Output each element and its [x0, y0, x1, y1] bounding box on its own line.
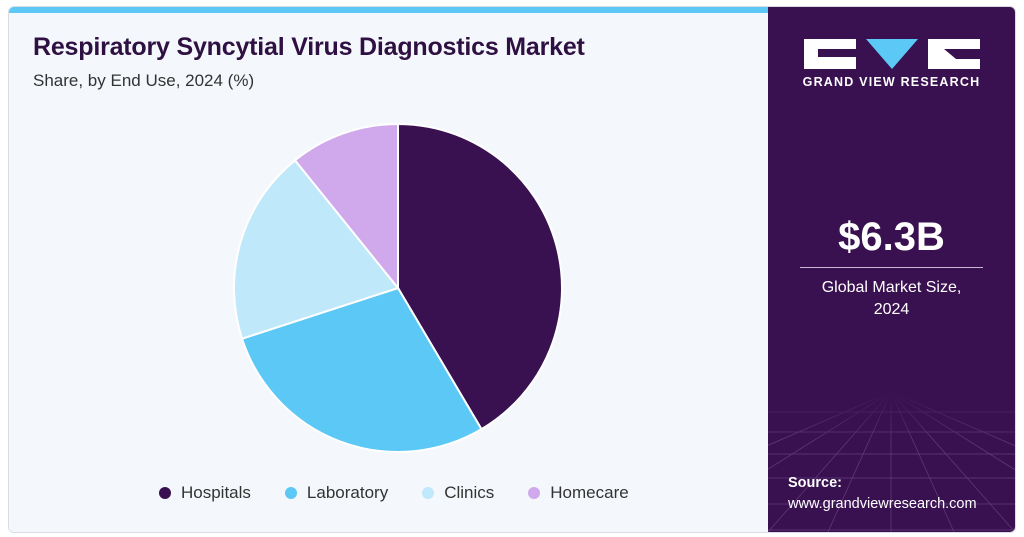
legend-label: Homecare — [550, 483, 629, 502]
divider — [800, 267, 983, 268]
pie-chart — [233, 122, 563, 453]
legend-marker — [284, 487, 297, 499]
legend-marker — [422, 487, 435, 499]
legend-marker — [528, 487, 541, 499]
chart-subtitle: Share, by End Use, 2024 (%) — [33, 71, 255, 90]
source-label: Source: — [788, 475, 842, 491]
pie-slice-hospitals — [397, 122, 563, 431]
grid-decoration — [768, 392, 1015, 532]
grand-view-research-logo — [804, 39, 980, 69]
legend-label: Hospitals — [181, 483, 251, 502]
market-size-label-line1: Global Market Size, — [821, 279, 962, 296]
pie-slice-clinics — [233, 158, 400, 340]
chart-panel: Respiratory Syncytial Virus Diagnostics … — [9, 7, 768, 532]
legend-item-hospitals: Hospitals — [159, 483, 251, 503]
legend-item-homecare: Homecare — [528, 483, 629, 503]
pie-slice-laboratory — [240, 286, 483, 453]
chart-title: Respiratory Syncytial Virus Diagnostics … — [33, 33, 585, 61]
top-accent-bar — [9, 7, 768, 13]
market-size-label: Global Market Size, 2024 — [768, 277, 1015, 321]
legend-label: Laboratory — [306, 483, 389, 502]
source-note: Source: www.grandviewresearch.com — [788, 473, 977, 515]
chart-card: Respiratory Syncytial Virus Diagnostics … — [8, 6, 1016, 533]
source-url: www.grandviewresearch.com — [788, 496, 977, 512]
pie-slice-homecare — [293, 122, 399, 291]
legend-item-laboratory: Laboratory — [284, 483, 389, 503]
chart-legend: Hospitals Laboratory Clinics Homecare — [159, 483, 629, 503]
brand-name: GRAND VIEW RESEARCH — [802, 75, 981, 89]
legend-label: Clinics — [444, 483, 495, 502]
market-size-label-line2: 2024 — [873, 301, 910, 318]
legend-item-clinics: Clinics — [422, 483, 494, 503]
info-sidebar: GRAND VIEW RESEARCH $6.3B Global Market … — [768, 7, 1015, 532]
legend-marker — [159, 487, 171, 499]
market-size-value: $6.3B — [838, 215, 945, 259]
